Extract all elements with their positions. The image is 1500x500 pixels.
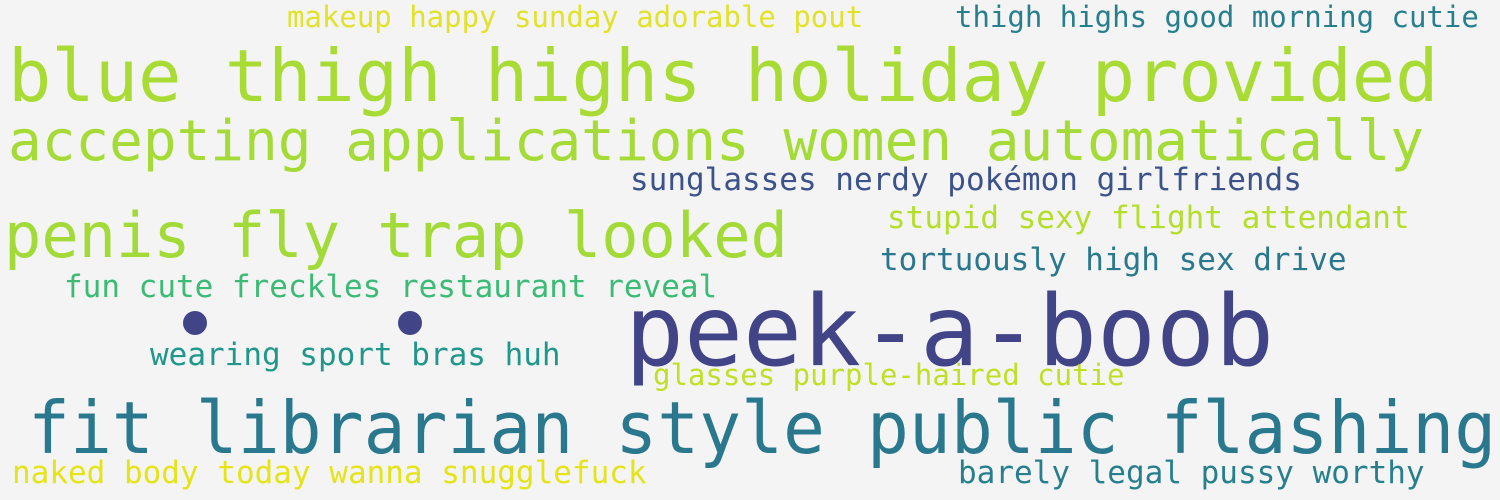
phrase-fit-librarian: fit librarian style public flashing <box>28 386 1497 470</box>
phrase-accepting-applications: accepting applications women automatical… <box>8 109 1425 174</box>
phrase-blue-thigh-highs: blue thigh highs holiday provided <box>8 34 1439 118</box>
phrase-sunglasses-nerdy: sunglasses nerdy pokémon girlfriends <box>630 162 1302 198</box>
phrase-naked-body-today: naked body today wanna snugglefuck <box>12 455 647 491</box>
phrase-peek-a-boob: peek-a-boob <box>625 275 1275 389</box>
phrase-stupid-sexy-flight: stupid sexy flight attendant <box>887 200 1410 236</box>
phrase-thigh-highs-good-morning: thigh highs good morning cutie <box>955 0 1479 34</box>
phrase-tortuously-high: tortuously high sex drive <box>880 242 1347 278</box>
dot-marker <box>183 311 207 335</box>
dot-marker <box>398 311 422 335</box>
phrase-barely-legal: barely legal pussy worthy <box>958 455 1425 491</box>
phrase-glasses-purple-haired: glasses purple-haired cutie <box>653 358 1125 392</box>
phrase-penis-fly-trap: penis fly trap looked <box>4 199 788 272</box>
phrase-makeup-happy-sunday: makeup happy sunday adorable pout <box>287 0 864 34</box>
phrase-fun-cute-freckles: fun cute freckles restaurant reveal <box>64 269 718 305</box>
phrase-wearing-sport-bras: wearing sport bras huh <box>150 337 561 373</box>
